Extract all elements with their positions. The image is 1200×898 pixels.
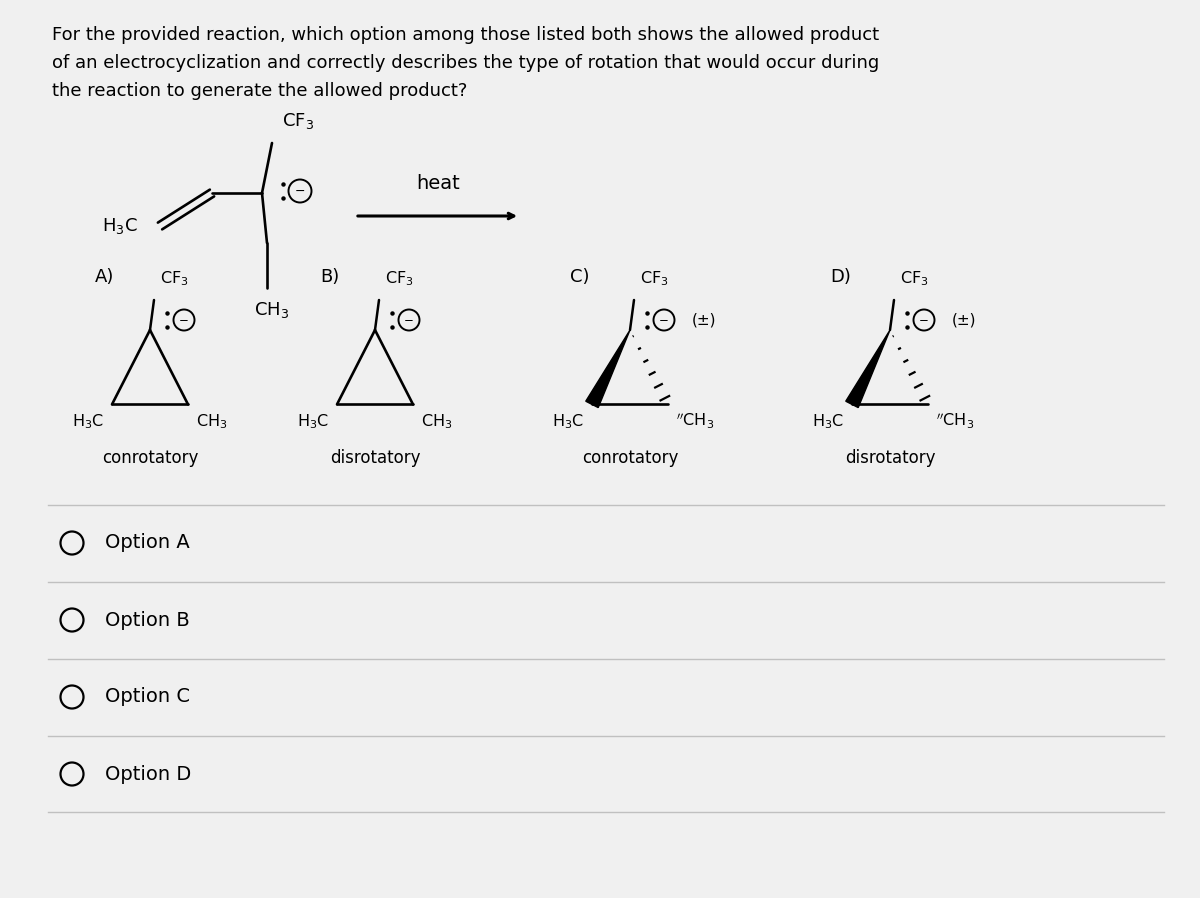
Text: CF$_3$: CF$_3$ xyxy=(282,111,314,131)
Text: H$_3$C: H$_3$C xyxy=(812,412,844,431)
Text: (±): (±) xyxy=(952,313,977,328)
Text: D): D) xyxy=(830,268,851,286)
Text: CF$_3$: CF$_3$ xyxy=(385,269,414,288)
Text: CF$_3$: CF$_3$ xyxy=(160,269,188,288)
Text: A): A) xyxy=(95,268,114,286)
Polygon shape xyxy=(846,330,890,408)
Text: H$_3$C: H$_3$C xyxy=(296,412,329,431)
Text: $^{\prime\prime}$CH$_3$: $^{\prime\prime}$CH$_3$ xyxy=(676,410,714,430)
Text: Option D: Option D xyxy=(106,764,191,783)
Text: CH$_3$: CH$_3$ xyxy=(421,412,452,431)
Text: H$_3$C: H$_3$C xyxy=(102,216,138,236)
Text: −: − xyxy=(404,313,414,327)
Polygon shape xyxy=(586,330,630,408)
Text: CF$_3$: CF$_3$ xyxy=(640,269,668,288)
Text: −: − xyxy=(659,313,668,327)
Text: heat: heat xyxy=(416,174,460,193)
Text: the reaction to generate the allowed product?: the reaction to generate the allowed pro… xyxy=(52,82,467,100)
Text: B): B) xyxy=(320,268,340,286)
Text: CF$_3$: CF$_3$ xyxy=(900,269,929,288)
Text: Option B: Option B xyxy=(106,611,190,629)
Text: Option C: Option C xyxy=(106,688,190,707)
Text: (±): (±) xyxy=(692,313,716,328)
Text: −: − xyxy=(919,313,929,327)
Text: C): C) xyxy=(570,268,589,286)
Text: conrotatory: conrotatory xyxy=(582,449,678,467)
Text: −: − xyxy=(179,313,188,327)
Text: H$_3$C: H$_3$C xyxy=(72,412,104,431)
Text: disrotatory: disrotatory xyxy=(330,449,420,467)
Text: For the provided reaction, which option among those listed both shows the allowe: For the provided reaction, which option … xyxy=(52,26,880,44)
Text: $^{\prime\prime}$CH$_3$: $^{\prime\prime}$CH$_3$ xyxy=(936,410,974,430)
Text: CH$_3$: CH$_3$ xyxy=(254,300,289,320)
Text: of an electrocyclization and correctly describes the type of rotation that would: of an electrocyclization and correctly d… xyxy=(52,54,880,72)
Text: conrotatory: conrotatory xyxy=(102,449,198,467)
Text: Option A: Option A xyxy=(106,533,190,552)
Text: disrotatory: disrotatory xyxy=(845,449,935,467)
Text: H$_3$C: H$_3$C xyxy=(552,412,584,431)
Text: −: − xyxy=(295,184,305,198)
Text: CH$_3$: CH$_3$ xyxy=(196,412,228,431)
